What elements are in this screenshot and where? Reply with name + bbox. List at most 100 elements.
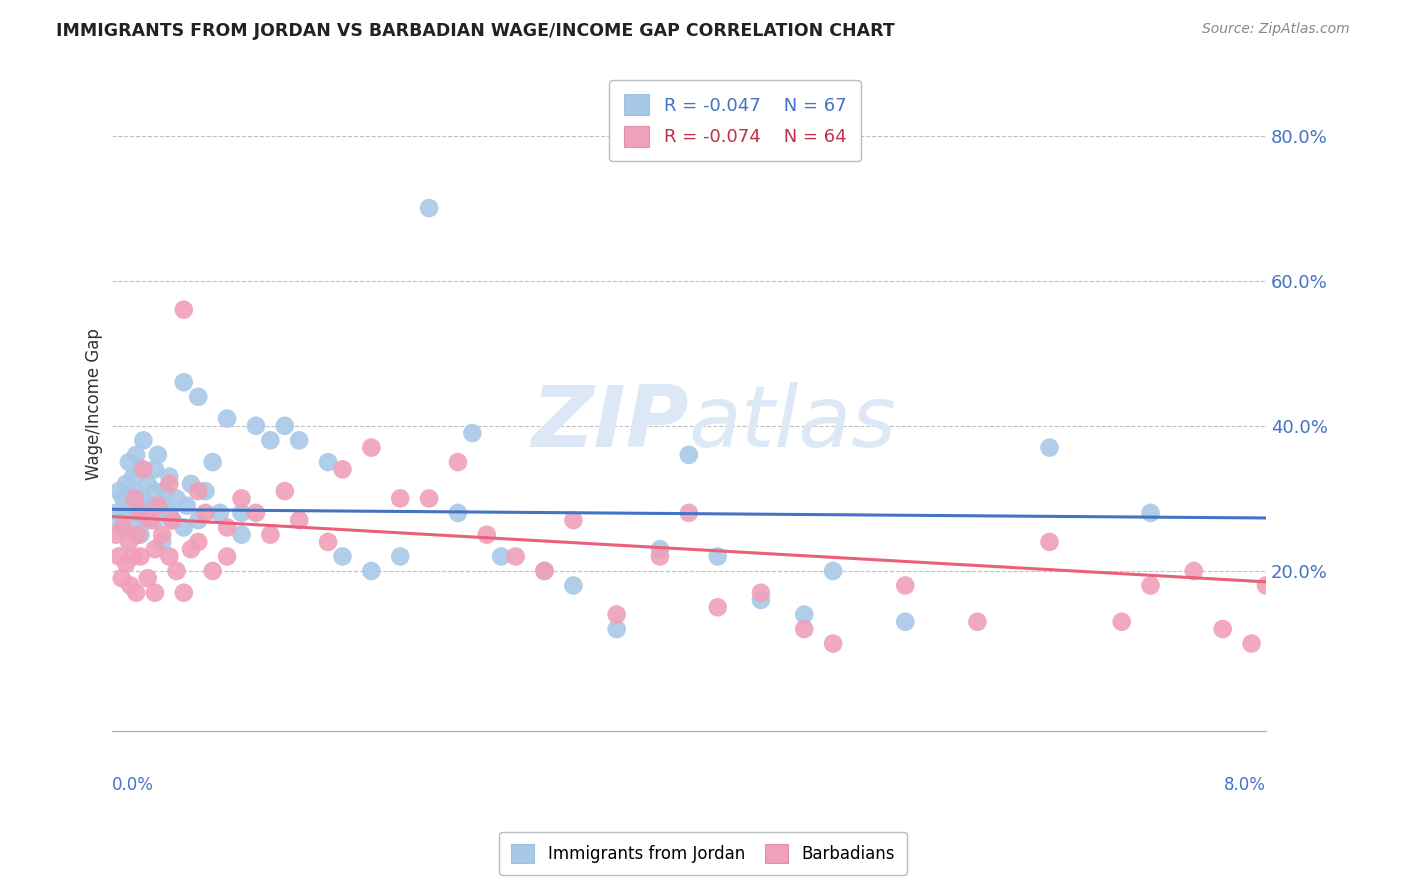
- Point: [124, 484, 146, 499]
- Point: [201, 564, 224, 578]
- Point: [129, 462, 152, 476]
- Point: [146, 499, 169, 513]
- Point: [332, 462, 354, 476]
- Point: [217, 411, 239, 425]
- Point: [259, 527, 281, 541]
- Point: [136, 571, 159, 585]
- Y-axis label: Wage/Income Gap: Wage/Income Gap: [86, 328, 103, 480]
- Point: [127, 527, 149, 541]
- Point: [274, 418, 297, 433]
- Point: [793, 607, 815, 622]
- Text: Source: ZipAtlas.com: Source: ZipAtlas.com: [1202, 22, 1350, 37]
- Point: [332, 549, 354, 564]
- Point: [120, 499, 142, 513]
- Point: [1182, 564, 1205, 578]
- Point: [173, 520, 195, 534]
- Point: [136, 476, 159, 491]
- Point: [505, 549, 527, 564]
- Point: [793, 622, 815, 636]
- Point: [749, 586, 772, 600]
- Point: [217, 520, 239, 534]
- Point: [418, 201, 440, 215]
- Point: [135, 513, 157, 527]
- Text: IMMIGRANTS FROM JORDAN VS BARBADIAN WAGE/INCOME GAP CORRELATION CHART: IMMIGRANTS FROM JORDAN VS BARBADIAN WAGE…: [56, 22, 896, 40]
- Point: [104, 527, 127, 541]
- Point: [132, 491, 155, 506]
- Point: [150, 499, 173, 513]
- Point: [173, 376, 195, 390]
- Point: [108, 549, 131, 564]
- Point: [259, 434, 281, 448]
- Point: [274, 484, 297, 499]
- Point: [489, 549, 512, 564]
- Point: [389, 549, 412, 564]
- Point: [1139, 578, 1161, 592]
- Point: [1254, 578, 1277, 592]
- Legend: Immigrants from Jordan, Barbadians: Immigrants from Jordan, Barbadians: [499, 832, 907, 875]
- Point: [143, 462, 166, 476]
- Point: [139, 513, 162, 527]
- Point: [173, 586, 195, 600]
- Point: [143, 542, 166, 557]
- Point: [966, 615, 988, 629]
- Point: [127, 506, 149, 520]
- Point: [187, 513, 209, 527]
- Point: [562, 513, 585, 527]
- Point: [562, 578, 585, 592]
- Point: [180, 542, 202, 557]
- Point: [194, 506, 217, 520]
- Point: [606, 607, 628, 622]
- Point: [180, 476, 202, 491]
- Point: [129, 527, 152, 541]
- Point: [231, 527, 253, 541]
- Point: [894, 615, 917, 629]
- Text: ZIP: ZIP: [531, 382, 689, 465]
- Point: [110, 520, 132, 534]
- Point: [208, 506, 231, 520]
- Point: [153, 484, 176, 499]
- Point: [1240, 636, 1263, 650]
- Point: [217, 549, 239, 564]
- Point: [316, 535, 339, 549]
- Point: [194, 484, 217, 499]
- Text: 0.0%: 0.0%: [111, 776, 153, 795]
- Point: [1139, 506, 1161, 520]
- Point: [1038, 441, 1060, 455]
- Point: [139, 499, 162, 513]
- Point: [115, 557, 138, 571]
- Point: [475, 527, 498, 541]
- Point: [245, 418, 267, 433]
- Point: [146, 448, 169, 462]
- Point: [288, 513, 311, 527]
- Point: [115, 506, 138, 520]
- Point: [157, 476, 180, 491]
- Point: [201, 455, 224, 469]
- Point: [245, 506, 267, 520]
- Point: [122, 549, 145, 564]
- Point: [648, 549, 671, 564]
- Point: [122, 520, 145, 534]
- Point: [115, 476, 138, 491]
- Point: [389, 491, 412, 506]
- Point: [176, 499, 198, 513]
- Point: [143, 484, 166, 499]
- Point: [157, 506, 180, 520]
- Point: [1038, 535, 1060, 549]
- Point: [122, 469, 145, 483]
- Point: [112, 520, 135, 534]
- Point: [104, 506, 127, 520]
- Text: 8.0%: 8.0%: [1225, 776, 1265, 795]
- Point: [1212, 622, 1234, 636]
- Text: atlas: atlas: [689, 382, 897, 465]
- Point: [1111, 615, 1133, 629]
- Point: [706, 549, 728, 564]
- Point: [187, 390, 209, 404]
- Point: [111, 571, 134, 585]
- Point: [648, 542, 671, 557]
- Point: [118, 455, 141, 469]
- Point: [894, 578, 917, 592]
- Point: [360, 441, 382, 455]
- Point: [157, 469, 180, 483]
- Point: [187, 484, 209, 499]
- Point: [606, 622, 628, 636]
